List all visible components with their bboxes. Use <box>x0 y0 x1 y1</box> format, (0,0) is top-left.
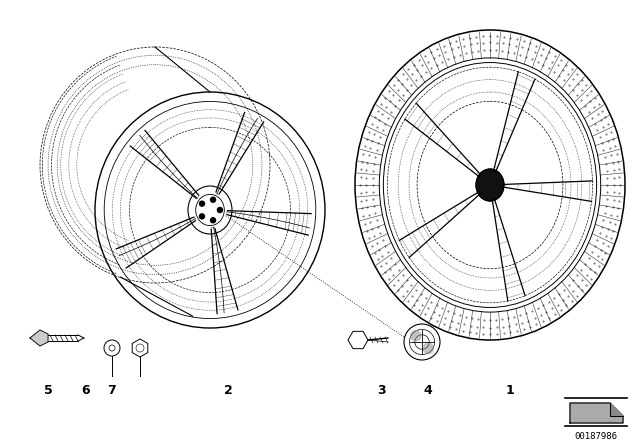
Circle shape <box>218 207 223 212</box>
Circle shape <box>200 214 205 219</box>
Circle shape <box>211 197 216 202</box>
Text: 2: 2 <box>223 383 232 396</box>
Text: 7: 7 <box>108 383 116 396</box>
Text: 00187986: 00187986 <box>575 431 618 440</box>
Text: 3: 3 <box>378 383 387 396</box>
Polygon shape <box>30 330 48 346</box>
Polygon shape <box>570 403 623 423</box>
Polygon shape <box>610 403 623 416</box>
Circle shape <box>211 218 216 223</box>
Ellipse shape <box>410 330 422 341</box>
Text: 1: 1 <box>506 383 515 396</box>
Text: 6: 6 <box>82 383 90 396</box>
Ellipse shape <box>422 342 434 354</box>
Ellipse shape <box>476 169 504 201</box>
Text: 4: 4 <box>424 383 433 396</box>
Text: 5: 5 <box>44 383 52 396</box>
Circle shape <box>200 201 205 206</box>
